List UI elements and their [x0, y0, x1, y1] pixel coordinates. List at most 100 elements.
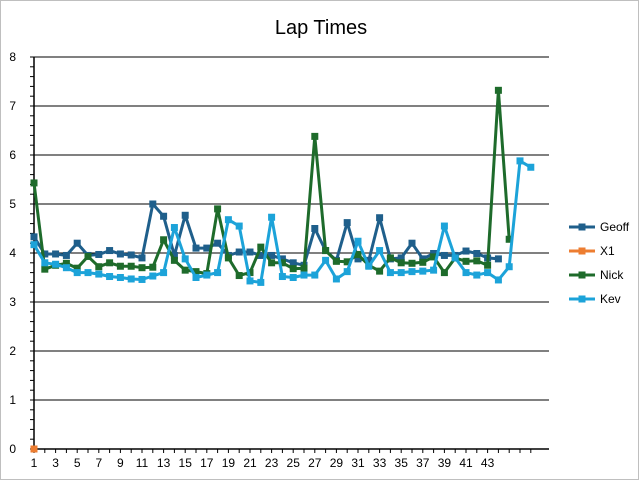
legend-label-x1: X1 [600, 244, 615, 258]
x-tick-label: 23 [265, 456, 279, 470]
data-point-geoff [397, 254, 405, 262]
data-point-kev [268, 213, 276, 221]
data-point-geoff [203, 244, 211, 252]
data-point-nick [419, 258, 427, 266]
data-point-geoff [149, 200, 157, 208]
x-tick-label: 17 [200, 456, 214, 470]
data-point-geoff [160, 212, 168, 220]
data-point-nick [73, 264, 81, 272]
data-point-kev [257, 278, 265, 286]
data-point-geoff [235, 248, 243, 256]
data-point-geoff [30, 233, 38, 241]
data-point-geoff [278, 255, 286, 263]
legend-marker-geoff [578, 223, 586, 231]
data-point-kev [41, 259, 49, 267]
series-x1 [30, 445, 38, 453]
data-point-kev [343, 268, 351, 276]
data-point-geoff [268, 251, 276, 259]
data-point-nick [408, 259, 416, 267]
x-tick-label: 11 [136, 456, 149, 470]
data-point-kev [138, 275, 146, 283]
data-point-kev [160, 269, 168, 277]
data-point-nick [127, 262, 135, 270]
x-tick-label: 43 [481, 456, 495, 470]
data-point-kev [289, 274, 297, 281]
data-point-nick [41, 265, 49, 273]
legend-entry-geoff: Geoff [569, 220, 630, 234]
data-point-geoff [73, 239, 81, 247]
data-point-geoff [311, 225, 319, 232]
data-point-kev [95, 270, 103, 278]
x-tick-label: 39 [438, 456, 452, 470]
data-point-geoff [494, 255, 502, 263]
data-point-kev [235, 222, 243, 230]
data-point-geoff [354, 255, 362, 263]
y-tick-label: 1 [9, 393, 16, 407]
data-point-kev [473, 271, 481, 279]
x-tick-label: 3 [52, 456, 59, 470]
data-point-kev [192, 274, 200, 281]
data-point-kev [354, 237, 362, 245]
data-point-nick [116, 262, 124, 270]
data-point-kev [203, 271, 211, 279]
data-point-geoff [127, 251, 135, 259]
data-point-kev [170, 224, 178, 232]
x-tick-label: 19 [222, 456, 236, 470]
data-point-nick [30, 179, 38, 187]
data-point-geoff [52, 250, 60, 258]
data-point-kev [214, 269, 222, 277]
data-point-geoff [408, 239, 416, 247]
data-point-geoff [62, 251, 70, 259]
legend-label-geoff: Geoff [600, 220, 630, 234]
data-point-nick [505, 235, 513, 243]
y-tick-label: 2 [9, 344, 16, 358]
data-point-geoff [138, 254, 146, 262]
data-point-nick [440, 269, 448, 277]
data-point-geoff [376, 214, 384, 222]
data-point-kev [419, 267, 427, 275]
series-kev [30, 157, 535, 286]
data-point-kev [332, 275, 340, 283]
data-point-kev [408, 268, 416, 276]
data-point-geoff [343, 219, 351, 227]
data-point-nick [473, 257, 481, 265]
y-tick-label: 4 [9, 246, 16, 260]
data-point-geoff [246, 248, 254, 256]
legend: Geoff X1 Nick Kev [569, 220, 630, 306]
data-point-nick [268, 259, 276, 267]
data-point-geoff [214, 239, 222, 247]
y-tick-label: 3 [9, 295, 16, 309]
data-point-nick [160, 236, 168, 244]
data-point-kev [484, 269, 492, 277]
x-tick-label: 35 [395, 456, 409, 470]
data-point-kev [440, 222, 448, 230]
data-point-kev [224, 216, 232, 224]
x-tick-label: 41 [459, 456, 473, 470]
data-point-nick [430, 253, 438, 261]
data-point-kev [181, 255, 189, 263]
data-point-kev [376, 247, 384, 255]
data-point-geoff [95, 250, 103, 258]
data-point-geoff [289, 259, 297, 267]
x-tick-label: 37 [416, 456, 430, 470]
data-point-kev [246, 277, 254, 285]
data-point-kev [127, 275, 135, 283]
x-tick-label: 27 [308, 456, 322, 470]
data-point-kev [73, 269, 81, 277]
data-point-kev [516, 157, 524, 165]
plot-series [30, 86, 535, 453]
data-point-nick [214, 205, 222, 213]
data-point-kev [451, 254, 459, 262]
legend-label-kev: Kev [600, 292, 621, 306]
legend-marker-x1 [578, 247, 586, 255]
data-point-kev [311, 271, 319, 279]
series-nick [30, 86, 513, 280]
data-point-kev [527, 163, 535, 171]
data-point-geoff [41, 250, 49, 258]
data-point-nick [376, 267, 384, 275]
x-tick-label: 33 [373, 456, 387, 470]
legend-entry-x1: X1 [569, 244, 615, 258]
